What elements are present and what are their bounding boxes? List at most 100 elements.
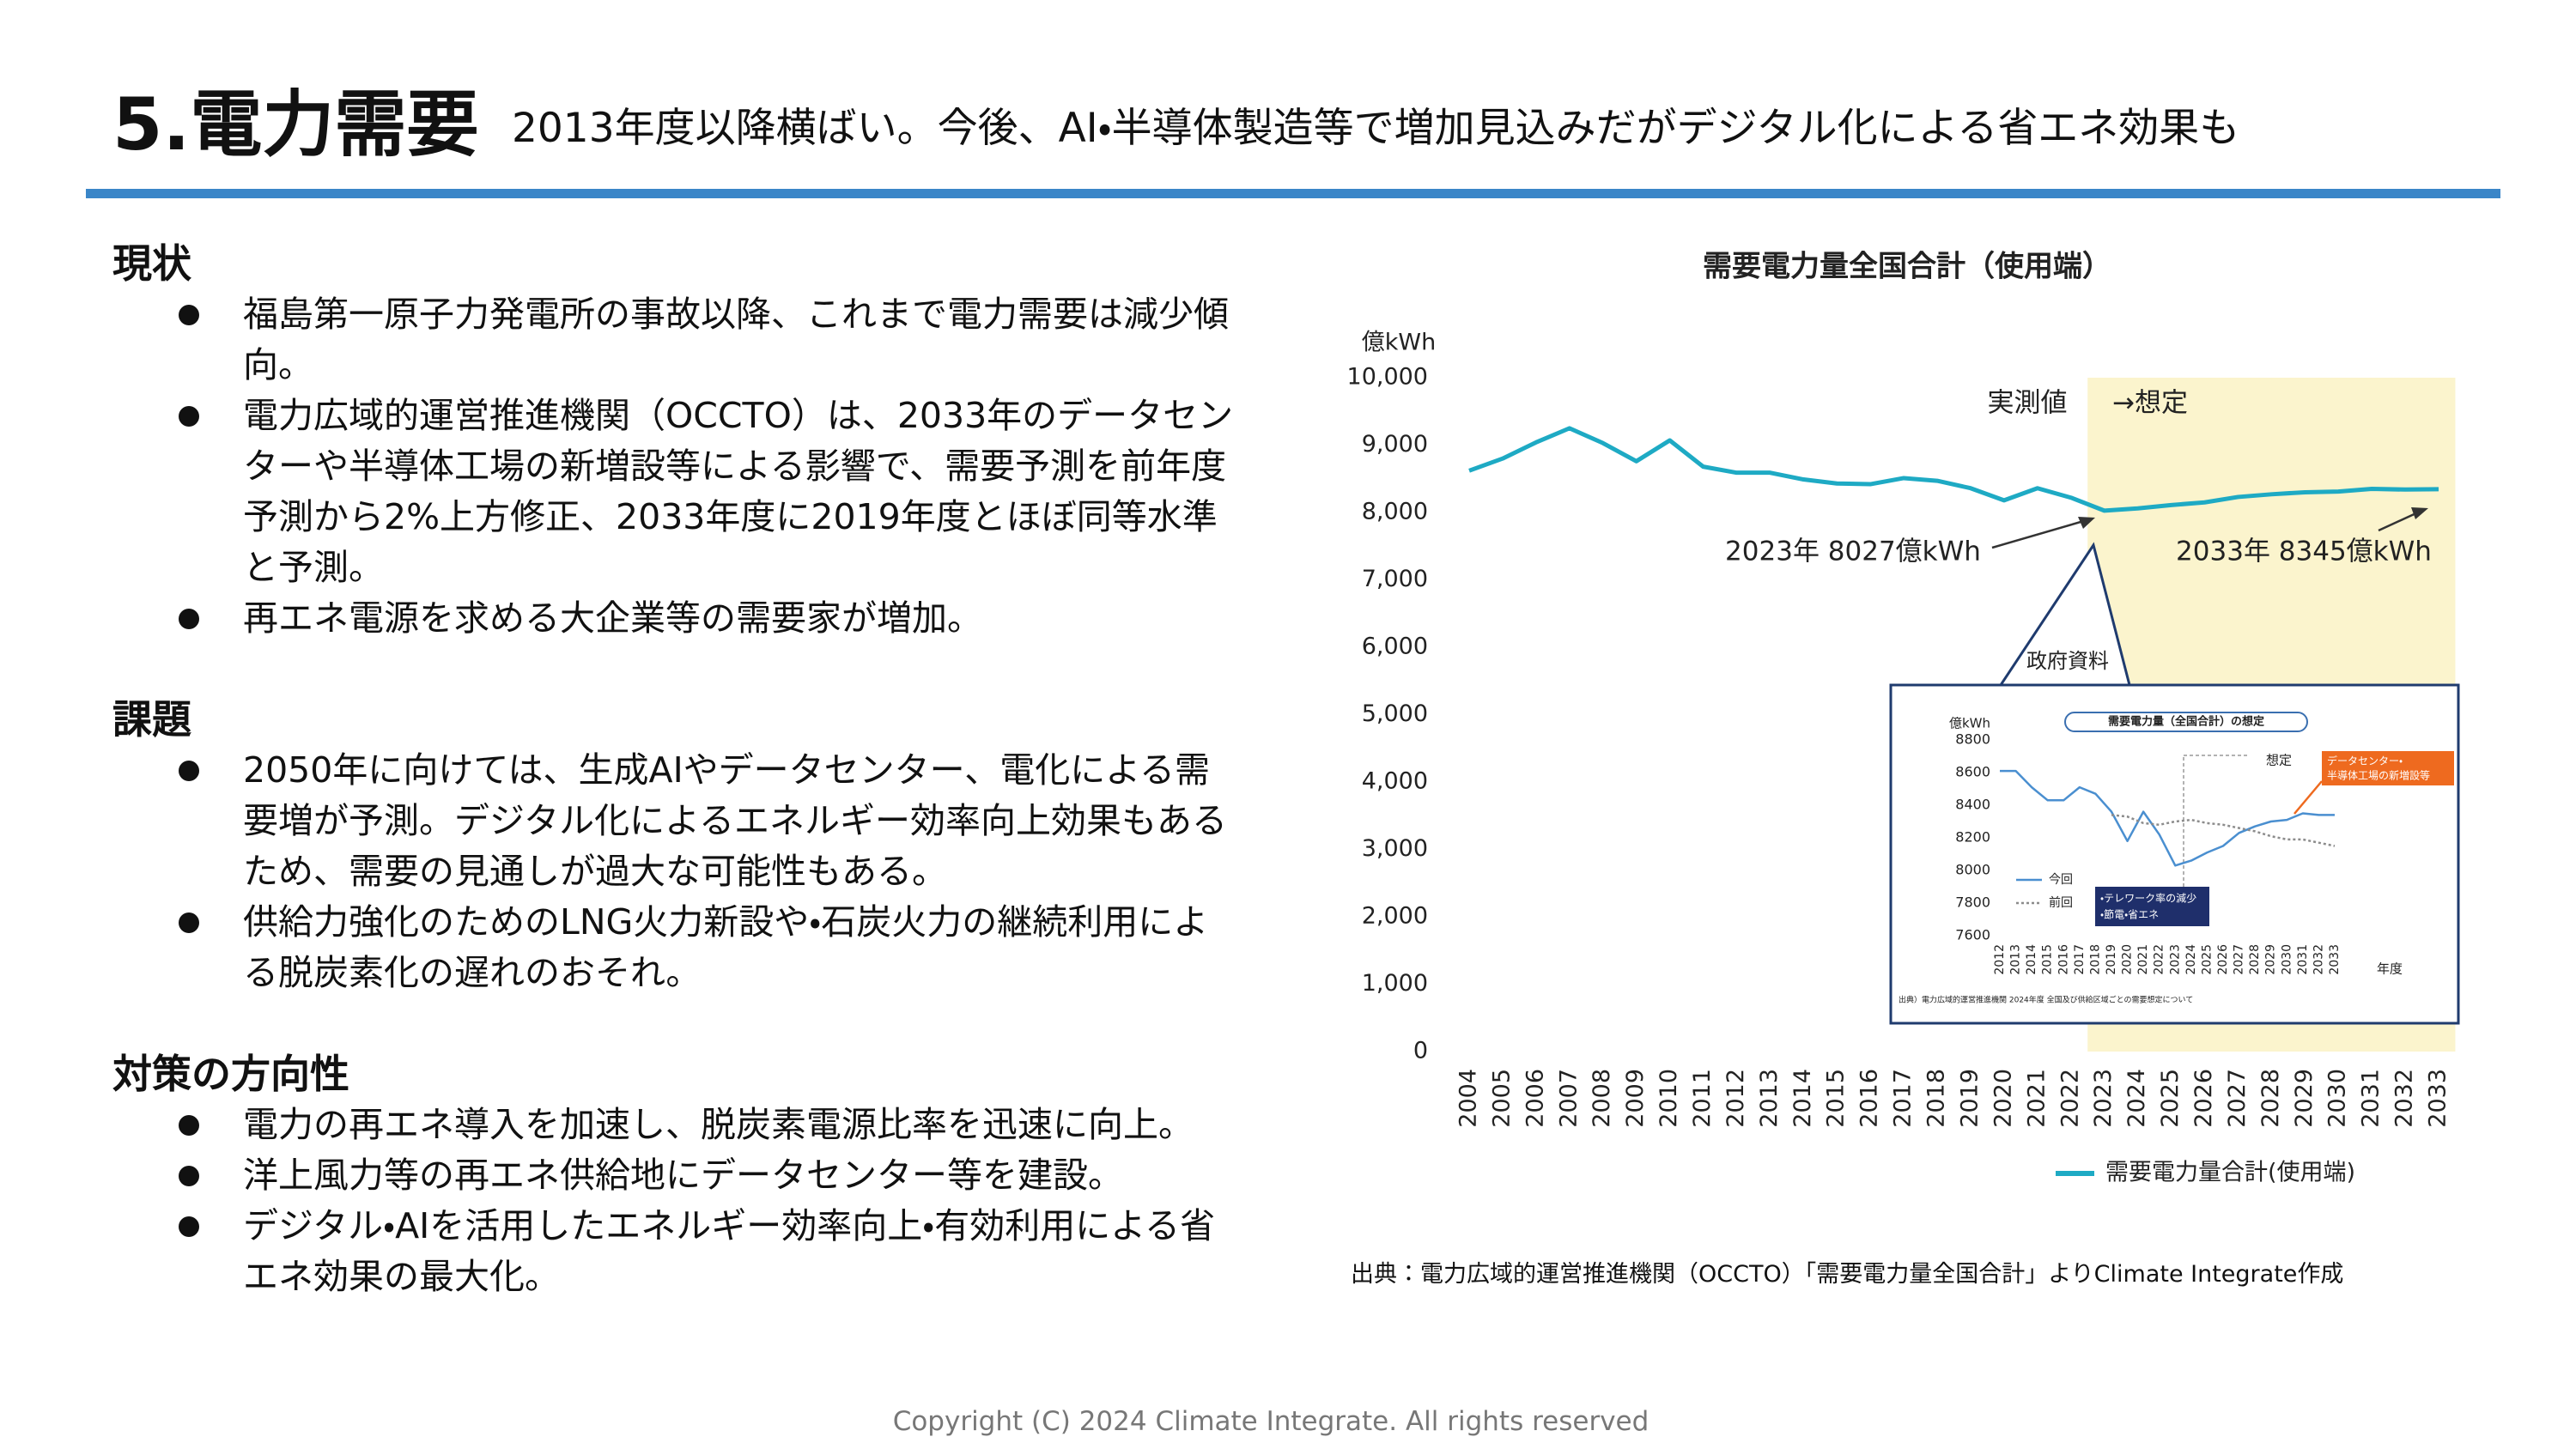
- bullet-list: 電力の再エネ導入を加速し、脱炭素電源比率を迅速に向上。 洋上風力等の再エネ供給地に…: [112, 1100, 1263, 1302]
- x-tick-label: 2028: [2248, 944, 2262, 975]
- y-tick-label: 10,000: [1347, 364, 1428, 391]
- annotation: 半導体工場の新増設等: [2327, 770, 2430, 782]
- x-tick-label: 2012: [1722, 1069, 1749, 1128]
- annotation: 2023年 8027億kWh: [1725, 537, 1981, 567]
- x-tick-label: 2033: [2328, 944, 2342, 975]
- x-tick-label: 2033: [2425, 1069, 2451, 1128]
- y-tick-label: 7,000: [1362, 566, 1428, 592]
- note-box: [2322, 751, 2454, 785]
- y-tick-label: 1,000: [1362, 970, 1428, 997]
- x-tick-label: 2007: [1555, 1069, 1582, 1128]
- x-tick-label: 2005: [1488, 1069, 1515, 1128]
- slide-title: 5.電力需要: [112, 82, 479, 167]
- y-tick-label: 0: [1413, 1038, 1428, 1064]
- bullet-text: 供給力強化のためのLNG火力新設や・石炭火力の継続利用による脱炭素化の遅れのおそ…: [243, 901, 1209, 993]
- x-tick-label: 2019: [2105, 944, 2118, 975]
- y-tick-label: 5,000: [1362, 700, 1428, 727]
- y-tick-label: 8200: [1955, 829, 1990, 846]
- x-tick-label: 2030: [2324, 1069, 2351, 1128]
- x-tick-label: 2030: [2280, 944, 2293, 975]
- y-unit: 億kWh: [1949, 716, 1990, 731]
- annotation: ・節電・省エネ: [2100, 909, 2159, 921]
- bullet-dot: [179, 1115, 199, 1136]
- note-box: [2095, 887, 2209, 926]
- annotation: 2033年 8345億kWh: [2176, 537, 2432, 567]
- bullet-item: 洋上風力等の再エネ供給地にデータセンター等を建設。: [112, 1150, 1239, 1201]
- arrow: [1991, 518, 2087, 549]
- x-tick-label: 2026: [2190, 1069, 2217, 1128]
- x-tick-label: 2031: [2296, 944, 2310, 975]
- footer: Copyright (C) 2024 Climate Integrate. Al…: [892, 1406, 1649, 1437]
- x-tick-label: 2025: [2157, 1069, 2184, 1128]
- annotation: ・テレワーク率の減少: [2100, 892, 2196, 905]
- y-tick-label: 9,000: [1362, 431, 1428, 458]
- x-tick-label: 2020: [1990, 1069, 2016, 1128]
- x-tick-label: 2025: [2200, 944, 2214, 975]
- x-tick-label: 2009: [1622, 1069, 1649, 1128]
- x-tick-label: 2029: [2291, 1069, 2318, 1128]
- x-tick-label: 2018: [1923, 1069, 1950, 1128]
- x-tick-label: 2022: [2057, 1069, 2083, 1128]
- data-line: [1468, 426, 2439, 513]
- y-tick-label: 6,000: [1362, 634, 1428, 660]
- bullet-text: 電力広域的運営推進機関（OCCTO）は、2033年のデータセンターや半導体工場の…: [243, 395, 1234, 588]
- data-line: [2000, 769, 2335, 867]
- y-tick-label: 2,000: [1362, 903, 1428, 930]
- x-tick-label: 2032: [2391, 1069, 2418, 1128]
- y-tick-label: 8800: [1955, 731, 1990, 748]
- inset-frame: [1889, 683, 2460, 1025]
- y-tick-label: 3,000: [1362, 835, 1428, 862]
- annotation: →想定: [2112, 388, 2188, 419]
- bullet-list: 2050年に向けては、生成AIやデータセンター、電化による需要増が予測。デジタル…: [112, 745, 1263, 998]
- arrow-head: [2411, 507, 2428, 519]
- x-tick-label: 2021: [2023, 1069, 2050, 1128]
- chart-title: 需要電力量全国合計（使用端）: [1703, 250, 2111, 284]
- x-tick-label: 2024: [2184, 944, 2198, 975]
- x-tick-label: 2021: [2136, 944, 2150, 975]
- bullet-text: 再エネ電源を求める大企業等の需要家が増加。: [243, 597, 982, 639]
- x-tick-label: 2006: [1522, 1069, 1548, 1128]
- bullet-text: 洋上風力等の再エネ供給地にデータセンター等を建設。: [243, 1155, 1123, 1196]
- bullet-item: 供給力強化のためのLNG火力新設や・石炭火力の継続利用による脱炭素化の遅れのおそ…: [112, 897, 1239, 998]
- bullet-dot: [179, 912, 199, 933]
- x-tick-label: 2011: [1689, 1069, 1716, 1128]
- slide-subtitle: 2013年度以降横ばい。今後、AI・半導体製造等で増加見込みだがデジタル化による…: [512, 105, 2240, 152]
- bullet-list: 福島第一原子力発電所の事故以降、これまで電力需要は減少傾向。電力広域的運営推進機…: [112, 289, 1263, 644]
- bullet-text: 福島第一原子力発電所の事故以降、これまで電力需要は減少傾向。: [243, 294, 1229, 385]
- bullet-text: 2050年に向けては、生成AIやデータセンター、電化による需要増が予測。デジタル…: [243, 749, 1227, 892]
- x-tick-label: 2004: [1455, 1069, 1482, 1128]
- x-tick-label: 2027: [2224, 1069, 2251, 1128]
- x-tick-label: 2012: [1993, 944, 2007, 975]
- section-heading: 課題: [112, 696, 191, 743]
- bullet-dot: [179, 609, 199, 629]
- x-tick-label: 2013: [1756, 1069, 1783, 1128]
- legend-label: 需要電力量合計(使用端): [2105, 1160, 2355, 1186]
- bullet-dot: [179, 761, 199, 781]
- inset-title: 需要電力量（全国合計）の想定: [2108, 715, 2264, 729]
- bullet-item: デジタル・AIを活用したエネルギー効率向上・有効利用による省エネ効果の最大化。: [112, 1201, 1239, 1302]
- x-tick-label: 2020: [2121, 944, 2135, 975]
- y-tick-label: 7800: [1955, 894, 1990, 911]
- x-tick-label: 2017: [2073, 944, 2087, 975]
- x-tick-label: 2024: [2123, 1069, 2150, 1128]
- bullet-item: 再エネ電源を求める大企業等の需要家が増加。: [112, 593, 1239, 644]
- y-tick-label: 8,000: [1362, 499, 1428, 525]
- x-tick-label: 2008: [1589, 1069, 1615, 1128]
- header-rule: [86, 189, 2500, 198]
- y-tick-label: 8600: [1955, 764, 1990, 780]
- y-tick-label: 7600: [1955, 927, 1990, 943]
- x-tick-label: 2027: [2233, 944, 2246, 975]
- x-tick-label: 2015: [2041, 944, 2055, 975]
- legend-label: 今回: [2049, 873, 2073, 887]
- source-note: 出典：電力広域的運営推進機関（OCCTO）「需要電力量全国合計」よりClimat…: [1351, 1261, 2344, 1288]
- arrow: [2378, 510, 2421, 532]
- section-heading: 対策の方向性: [112, 1051, 349, 1097]
- x-tick-label: 2015: [1823, 1069, 1850, 1128]
- x-tick-label: 2014: [1789, 1069, 1816, 1128]
- bullet-dot: [179, 1216, 199, 1237]
- legend-label: 前回: [2049, 895, 2073, 910]
- x-tick-label: 2016: [2057, 944, 2070, 975]
- x-tick-label: 2016: [1856, 1069, 1883, 1128]
